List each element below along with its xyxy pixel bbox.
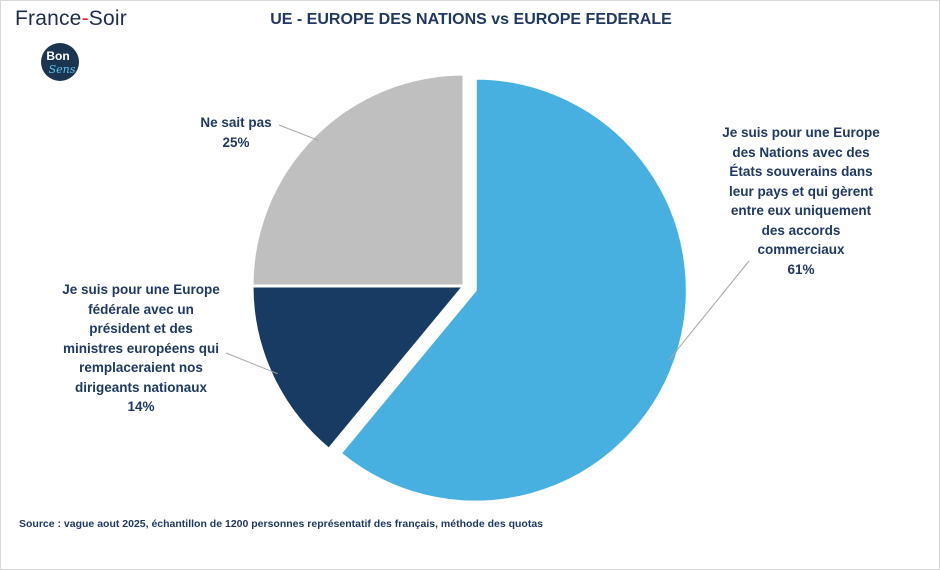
slice-label-text: Je suis pour une Europe bbox=[722, 125, 880, 140]
brand-logo: France-Soir bbox=[15, 7, 127, 30]
slice-label-ne-sait-pas: Ne sait pas 25% bbox=[181, 113, 291, 152]
pie-slice-ne-sait-pas bbox=[250, 72, 466, 288]
slice-label-text: des Nations avec des bbox=[732, 144, 870, 160]
slice-label-text: des accords bbox=[761, 222, 841, 238]
slice-label-text: leur pays et qui gèrent bbox=[728, 183, 874, 199]
pie-slice-europe-federale bbox=[250, 284, 468, 452]
slice-label-europe-des-nations: Je suis pour une Europe des Nations avec… bbox=[691, 123, 911, 279]
bon-sens-logo: Bon Sens bbox=[41, 43, 79, 81]
source-note: Source : vague aout 2025, échantillon de… bbox=[19, 518, 544, 530]
slice-label-text: entre eux uniquement bbox=[730, 203, 872, 218]
slice-label-text: États souverains dans bbox=[729, 164, 873, 179]
slice-label-text: ministres européens qui bbox=[62, 340, 220, 356]
pie-slice-europe-des-nations bbox=[338, 76, 689, 504]
slice-label-text: Je suis pour une Europe bbox=[62, 282, 220, 297]
slice-label-europe-federale: Je suis pour une Europe fédérale avec un… bbox=[31, 280, 251, 417]
leader-line-europe-federale bbox=[225, 352, 278, 375]
slice-value-label: 14% bbox=[127, 399, 155, 414]
leader-line-europe-des-nations bbox=[668, 260, 750, 361]
slice-label-text: dirigeants nationaux bbox=[74, 379, 208, 395]
slice-label-text: commerciaux bbox=[757, 242, 845, 257]
slice-value-label: 61% bbox=[787, 261, 815, 277]
slice-label-text: fédérale avec un bbox=[88, 301, 194, 317]
slice-label-text: président et des bbox=[89, 321, 193, 336]
slice-label-text: remplaceraient nos bbox=[79, 360, 203, 375]
slice-value-label: 25% bbox=[222, 134, 250, 150]
chart-title: UE - EUROPE DES NATIONS vs EUROPE FEDERA… bbox=[270, 11, 672, 28]
logo-line2: Sens bbox=[49, 63, 76, 76]
logo-line1: Bon bbox=[46, 49, 69, 63]
leader-line-ne-sait-pas bbox=[278, 124, 319, 141]
slice-label-text: Ne sait pas bbox=[200, 115, 272, 130]
